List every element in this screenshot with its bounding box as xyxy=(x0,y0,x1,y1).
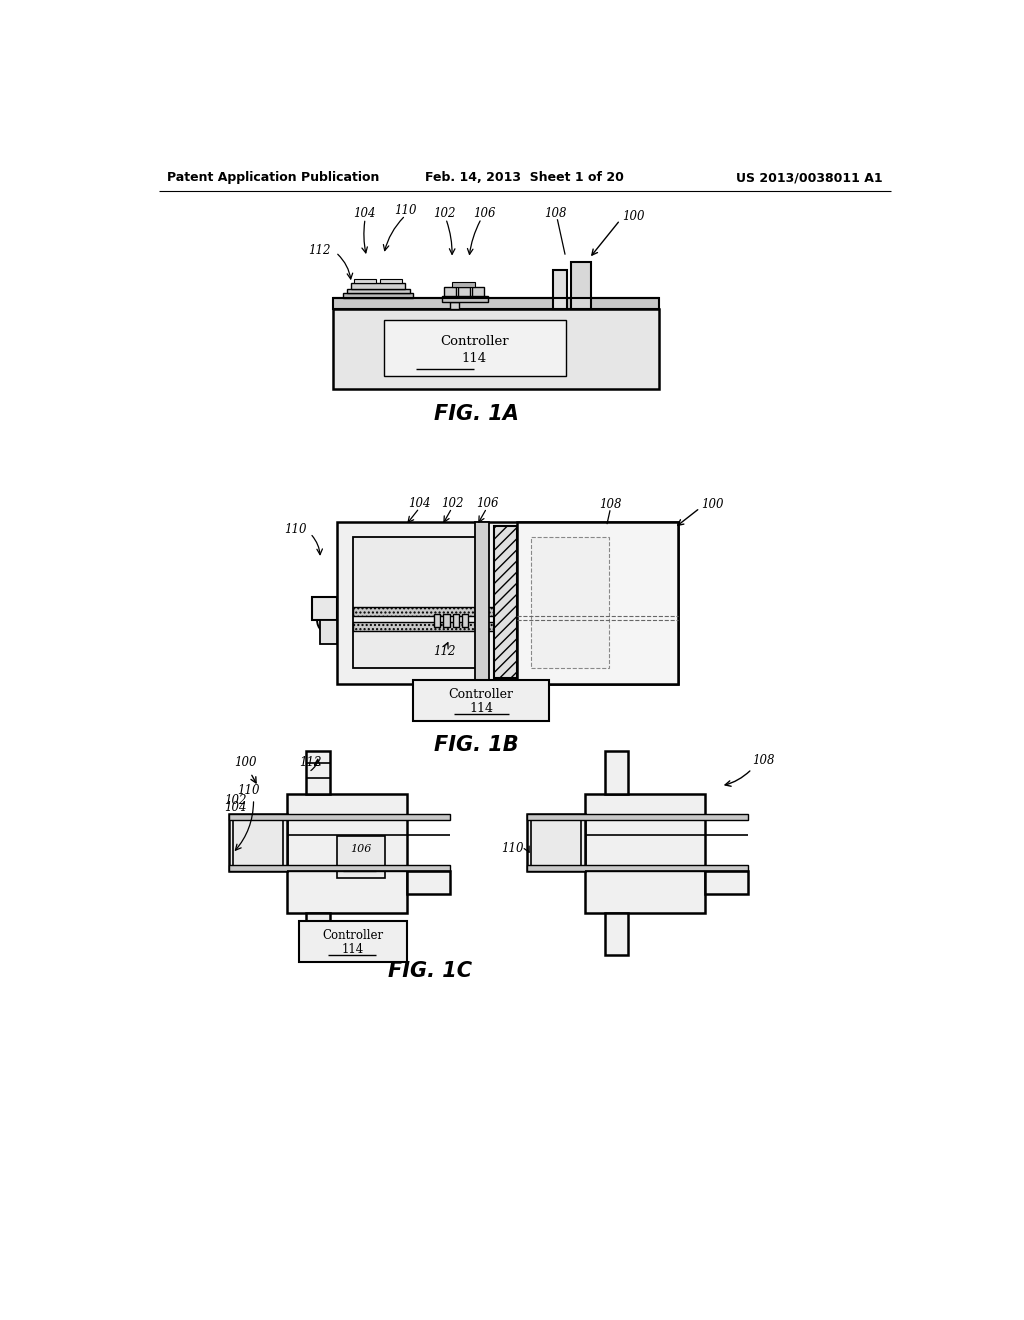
Text: FIG. 1C: FIG. 1C xyxy=(388,961,472,981)
Bar xyxy=(306,913,330,956)
Text: US 2013/0038011 A1: US 2013/0038011 A1 xyxy=(736,172,883,185)
Bar xyxy=(337,521,678,684)
Bar xyxy=(299,921,407,961)
Text: Patent Application Publication: Patent Application Publication xyxy=(167,172,379,185)
Bar xyxy=(444,286,456,296)
Bar xyxy=(354,279,376,284)
Text: 110: 110 xyxy=(238,784,260,797)
Bar xyxy=(494,527,517,678)
Bar xyxy=(228,813,450,820)
Text: 102: 102 xyxy=(440,496,463,510)
Bar xyxy=(586,793,706,913)
Bar xyxy=(414,681,549,721)
Bar xyxy=(407,871,450,894)
Bar xyxy=(334,298,658,309)
Bar xyxy=(380,279,401,284)
Bar xyxy=(321,620,337,644)
Bar xyxy=(462,614,468,627)
Bar xyxy=(452,282,475,286)
Ellipse shape xyxy=(546,828,567,858)
Bar xyxy=(706,871,748,894)
Text: 100: 100 xyxy=(234,756,257,770)
Text: 102: 102 xyxy=(433,207,456,220)
Bar xyxy=(604,751,628,793)
Text: FIG. 1A: FIG. 1A xyxy=(434,404,519,424)
Ellipse shape xyxy=(252,832,264,853)
Text: 112: 112 xyxy=(308,244,331,257)
Bar xyxy=(228,866,450,871)
Bar xyxy=(384,321,566,376)
Bar xyxy=(443,614,450,627)
Text: 110: 110 xyxy=(284,523,306,536)
Bar xyxy=(312,597,337,620)
Text: 100: 100 xyxy=(623,210,645,223)
Text: Controller: Controller xyxy=(440,335,509,348)
Bar xyxy=(553,271,566,309)
Text: 110: 110 xyxy=(394,205,417,218)
Text: 112: 112 xyxy=(299,756,322,770)
Bar xyxy=(527,866,748,871)
Bar xyxy=(527,813,586,871)
Bar xyxy=(442,296,488,302)
Bar xyxy=(352,622,678,631)
Bar xyxy=(337,836,385,878)
Text: 108: 108 xyxy=(599,499,622,511)
Bar xyxy=(351,284,406,289)
Bar xyxy=(517,521,678,684)
Text: 104: 104 xyxy=(223,801,246,814)
Bar xyxy=(531,817,582,867)
Ellipse shape xyxy=(247,828,268,858)
Bar xyxy=(434,614,440,627)
Bar xyxy=(306,751,330,793)
Bar xyxy=(334,309,658,389)
Text: 102: 102 xyxy=(223,793,246,807)
Bar xyxy=(472,286,483,296)
Text: Controller: Controller xyxy=(449,688,513,701)
Bar xyxy=(527,813,748,820)
Text: 108: 108 xyxy=(545,207,567,220)
Text: 108: 108 xyxy=(752,754,774,767)
Text: 114: 114 xyxy=(342,942,364,956)
Text: 110: 110 xyxy=(501,842,523,855)
Bar xyxy=(571,263,591,309)
Text: 104: 104 xyxy=(353,207,376,220)
Ellipse shape xyxy=(550,832,562,853)
Bar xyxy=(228,813,287,871)
Text: 106: 106 xyxy=(473,207,496,220)
Text: 112: 112 xyxy=(433,644,456,657)
Text: 114: 114 xyxy=(462,352,487,366)
Bar xyxy=(450,302,459,309)
Text: 114: 114 xyxy=(469,702,493,714)
Text: FIG. 1B: FIG. 1B xyxy=(434,735,519,755)
Bar xyxy=(343,293,414,298)
Bar xyxy=(352,607,678,615)
Bar xyxy=(287,793,407,913)
Text: 106: 106 xyxy=(350,843,372,854)
Text: 100: 100 xyxy=(701,499,724,511)
Text: 106: 106 xyxy=(476,496,499,510)
Bar xyxy=(453,614,459,627)
Bar xyxy=(232,817,283,867)
Bar xyxy=(604,913,628,956)
Bar xyxy=(346,289,410,293)
Text: Controller: Controller xyxy=(323,929,383,942)
Bar xyxy=(475,521,489,684)
Bar xyxy=(352,537,477,668)
Text: Feb. 14, 2013  Sheet 1 of 20: Feb. 14, 2013 Sheet 1 of 20 xyxy=(425,172,625,185)
Bar xyxy=(458,286,470,296)
Text: 104: 104 xyxy=(409,496,431,510)
Bar xyxy=(531,537,608,668)
